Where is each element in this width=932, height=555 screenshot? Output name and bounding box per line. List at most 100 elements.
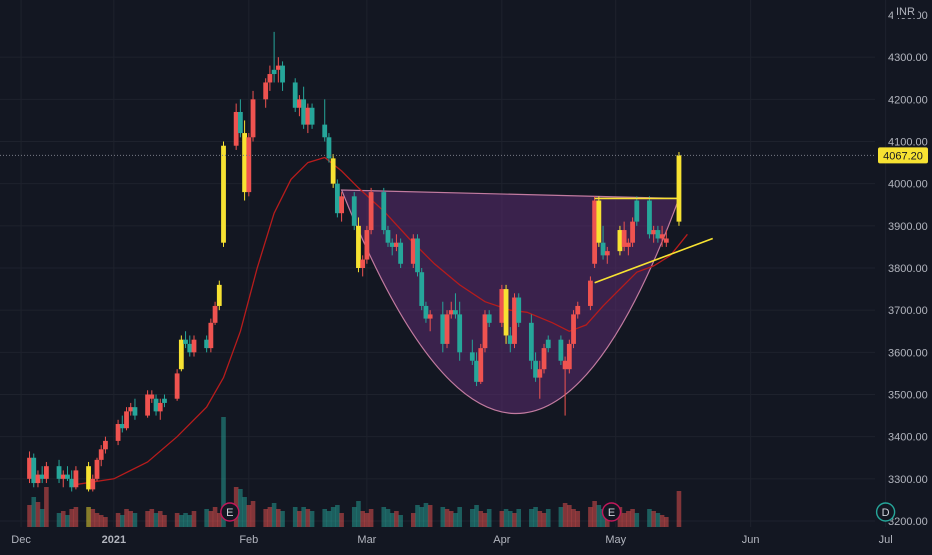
candle-body	[221, 145, 226, 243]
candle-body	[103, 440, 108, 450]
dividend-marker[interactable]: D	[875, 502, 896, 522]
volume-bar	[419, 507, 425, 527]
candle	[503, 284, 509, 344]
price-tick-label: 3400.00	[888, 432, 928, 444]
volume-bar	[529, 509, 534, 527]
volume-bar	[216, 513, 222, 527]
volume-bar	[562, 503, 568, 527]
candle	[415, 234, 420, 277]
time-axis[interactable]: Dec 2021 Feb Mar Apr May Jun Jul	[11, 534, 892, 546]
volume-bar	[398, 515, 403, 527]
candle	[478, 343, 484, 384]
volume-bar	[364, 513, 370, 527]
volume-bar	[183, 513, 188, 527]
candles	[27, 31, 682, 492]
candle	[440, 301, 446, 353]
candle	[187, 335, 193, 357]
candle	[360, 255, 366, 277]
marker-circle	[220, 502, 240, 522]
candle	[280, 61, 285, 91]
candle-body	[322, 124, 328, 138]
candle	[35, 470, 41, 488]
volume-bar	[73, 507, 79, 527]
candle-body	[368, 192, 374, 231]
candle-body	[659, 234, 665, 239]
volume-bar	[482, 513, 488, 527]
last-price-badge[interactable]: 4067.20	[878, 147, 928, 164]
candle-body	[153, 398, 159, 412]
candle	[208, 318, 214, 353]
candle-body	[588, 280, 593, 306]
candle-body	[267, 74, 273, 83]
candle-body	[385, 230, 391, 243]
candle	[221, 141, 226, 247]
candle-body	[625, 242, 631, 247]
price-axis[interactable]: 4300.00 4200.00 4100.00 4000.00 3900.00 3800.…	[878, 10, 928, 528]
candle-body	[212, 305, 218, 323]
candle-body	[453, 310, 458, 315]
support-trendline[interactable]	[594, 237, 713, 284]
volume-bar	[238, 489, 243, 527]
candle	[162, 394, 167, 408]
volume-bar	[486, 509, 492, 527]
candle	[604, 246, 610, 264]
candle	[389, 238, 395, 256]
candle-body	[663, 238, 669, 243]
earnings-marker[interactable]: E	[601, 502, 622, 522]
volume-bar	[212, 507, 218, 527]
volume-bar	[65, 515, 70, 527]
candle-body	[440, 314, 446, 344]
candle-body	[655, 230, 661, 239]
candle-body	[334, 183, 340, 214]
candle-body	[575, 305, 581, 315]
volume-histogram	[27, 417, 682, 527]
volume-bar	[98, 515, 104, 527]
candle-body	[676, 155, 682, 222]
volume-bar	[145, 511, 150, 527]
volume-bar	[389, 513, 395, 527]
candle-body	[410, 238, 416, 264]
volume-bar	[301, 507, 306, 527]
candle-body	[132, 407, 138, 416]
trendline-drawings[interactable]	[0, 154, 875, 284]
candle	[448, 301, 454, 319]
candle	[575, 301, 581, 319]
volume-bar	[191, 511, 197, 527]
volume-bar	[103, 517, 108, 527]
candle-body	[545, 339, 551, 349]
candle	[596, 196, 602, 247]
candle	[381, 187, 387, 235]
candle	[334, 179, 340, 218]
candle-body	[507, 335, 513, 344]
candle-body	[617, 230, 623, 252]
volume-bar	[56, 513, 62, 527]
candle	[178, 335, 184, 372]
volume-bar	[208, 511, 214, 527]
cup-pattern-drawing[interactable]	[340, 189, 680, 415]
price-tick-label: 4200.00	[888, 94, 928, 106]
candle	[153, 394, 159, 416]
earnings-marker[interactable]: E	[220, 502, 240, 522]
candle	[356, 217, 361, 273]
volume-bar	[410, 513, 416, 527]
marker-label: E	[226, 507, 233, 519]
candle-body	[69, 478, 75, 488]
volume-bar	[115, 513, 121, 527]
candle-body	[558, 339, 564, 361]
candle	[398, 238, 404, 268]
cup-pattern[interactable]	[340, 189, 680, 415]
candle-body	[423, 305, 429, 319]
candle-body	[183, 339, 188, 344]
currency-label[interactable]: INR	[893, 6, 918, 18]
candle-body	[351, 196, 357, 226]
candle	[486, 310, 492, 328]
price-tick-label: 3200.00	[888, 516, 928, 528]
price-tick-label: 4000.00	[888, 179, 928, 191]
candle-body	[592, 200, 598, 264]
candle	[330, 154, 336, 188]
volume-bar	[276, 509, 281, 527]
candle-body	[516, 297, 522, 323]
